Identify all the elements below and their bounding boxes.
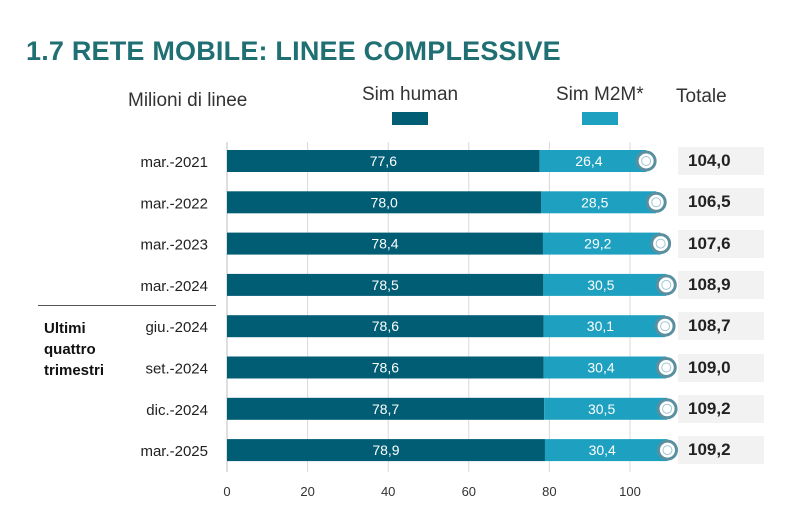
- legend-sim-human: Sim human: [362, 84, 459, 125]
- bar-sim-m2m: [542, 232, 661, 255]
- legend-sim-m2m: Sim M2M*: [556, 84, 644, 125]
- x-tick-label: 20: [300, 484, 314, 499]
- group-label-ultimi-quattro-trimestri: Ultimi quattro trimestri: [44, 320, 105, 379]
- total-marker-inner: [655, 238, 666, 249]
- bar-sim-human: [227, 232, 543, 255]
- data-label-sim-m2m: 26,4: [575, 153, 602, 169]
- category-label: mar.-2025: [140, 443, 208, 460]
- category-label: mar.-2021: [140, 154, 208, 171]
- total-value: 109,2: [678, 394, 764, 423]
- data-label-sim-m2m: 30,5: [587, 277, 614, 293]
- total-marker-inner: [641, 156, 652, 166]
- data-label-sim-human: 78,9: [372, 442, 399, 458]
- category-label: set.-2024: [145, 361, 208, 378]
- category-label: mar.-2024: [140, 278, 208, 295]
- data-label-sim-human: 78,7: [372, 401, 399, 417]
- bar-sim-m2m: [543, 273, 667, 296]
- data-label-sim-human: 78,0: [371, 194, 398, 210]
- page-title: 1.7 RETE MOBILE: LINEE COMPLESSIVE: [26, 36, 561, 66]
- x-tick-label: 60: [462, 484, 476, 499]
- total-value: 108,9: [678, 270, 764, 299]
- total-marker-inner: [651, 197, 662, 208]
- x-tick-label: 40: [381, 484, 395, 499]
- total-value: 107,6: [678, 229, 764, 258]
- legend-sim-m2m-swatch: [582, 112, 618, 125]
- total-value: 108,7: [678, 312, 764, 341]
- bar-sim-m2m: [544, 397, 668, 420]
- data-label-sim-m2m: 29,2: [584, 236, 611, 252]
- total-marker-inner: [662, 445, 673, 456]
- bar-sim-m2m: [543, 315, 666, 338]
- data-label-sim-human: 78,6: [372, 318, 399, 334]
- legend-sim-human-label: Sim human: [362, 84, 459, 105]
- bar-sim-m2m: [541, 191, 657, 214]
- data-label-sim-m2m: 30,1: [587, 318, 614, 334]
- data-label-sim-m2m: 30,4: [589, 442, 616, 458]
- category-label: mar.-2022: [140, 195, 208, 212]
- bar-sim-m2m: [539, 150, 647, 172]
- bar-sim-human: [227, 273, 544, 296]
- total-value: 106,5: [678, 188, 764, 217]
- data-label-sim-human: 78,6: [372, 360, 399, 376]
- data-label-sim-human: 77,6: [370, 153, 397, 169]
- category-label: mar.-2023: [140, 237, 208, 254]
- data-label-sim-m2m: 30,4: [587, 360, 614, 376]
- legend-sim-human-swatch: [392, 112, 428, 125]
- bar-sim-human: [227, 150, 540, 172]
- bar-sim-m2m: [543, 356, 667, 379]
- unit-label: Milioni di linee: [128, 90, 248, 111]
- data-label-sim-m2m: 28,5: [581, 194, 608, 210]
- legend-sim-m2m-label: Sim M2M*: [556, 84, 644, 105]
- totale-header: Totale: [676, 86, 727, 107]
- bar-sim-human: [227, 439, 545, 462]
- category-label: dic.-2024: [146, 402, 208, 419]
- total-value: 104,0: [678, 147, 764, 175]
- bar-sim-human: [227, 191, 542, 214]
- category-label: giu.-2024: [145, 319, 208, 336]
- total-value: 109,0: [678, 353, 764, 382]
- total-marker-inner: [661, 279, 672, 290]
- total-value: 109,2: [678, 436, 764, 465]
- bar-sim-human: [227, 356, 544, 379]
- data-label-sim-m2m: 30,5: [588, 401, 615, 417]
- x-tick-label: 0: [223, 484, 230, 499]
- data-label-sim-human: 78,5: [372, 277, 399, 293]
- data-label-sim-human: 78,4: [371, 236, 398, 252]
- bar-sim-human: [227, 315, 544, 338]
- group-divider: [38, 305, 216, 306]
- total-marker-inner: [662, 403, 673, 414]
- x-tick-label: 100: [619, 484, 641, 499]
- bar-sim-m2m: [544, 439, 668, 462]
- x-tick-label: 80: [542, 484, 556, 499]
- bar-sim-human: [227, 397, 545, 420]
- total-marker-inner: [661, 362, 672, 373]
- total-marker-inner: [660, 321, 671, 332]
